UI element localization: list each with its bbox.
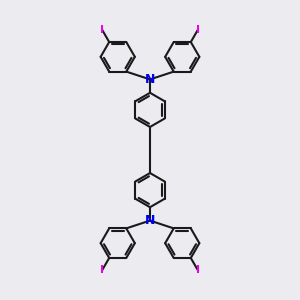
Text: I: I bbox=[196, 265, 200, 275]
Text: I: I bbox=[100, 25, 104, 35]
Text: I: I bbox=[196, 25, 200, 35]
Text: N: N bbox=[145, 214, 155, 227]
Text: I: I bbox=[100, 265, 104, 275]
Text: N: N bbox=[145, 73, 155, 86]
